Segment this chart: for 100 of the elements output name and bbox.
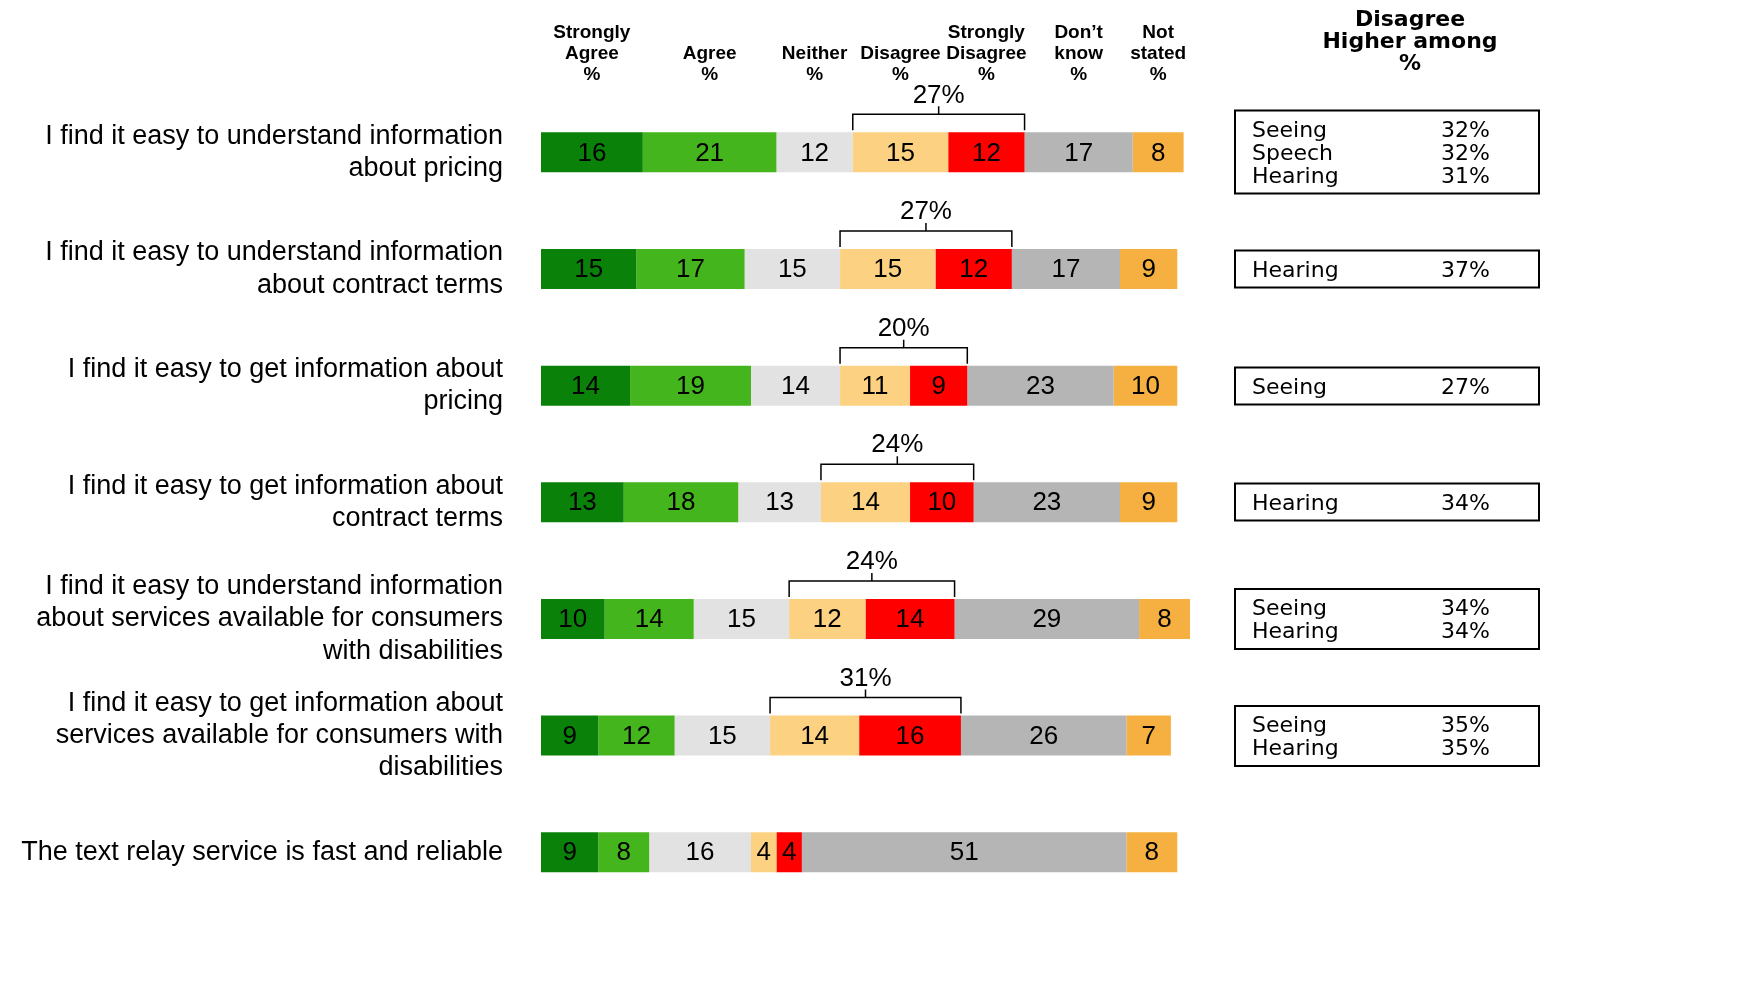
bar: [541, 132, 643, 173]
bar: [623, 482, 739, 523]
y-tick-label: I find it easy to get information about services available for consumers with disabilities: [55, 686, 504, 782]
data-label: 21: [695, 136, 725, 167]
data-label: 13: [567, 486, 597, 517]
data-label: 14: [895, 603, 925, 634]
bar: [541, 598, 605, 639]
data-label: 9: [1141, 253, 1156, 284]
bar: [642, 132, 777, 173]
data-label: 16: [577, 136, 607, 167]
bar: [1113, 365, 1178, 406]
bar: [910, 365, 968, 406]
data-label: 26: [1029, 719, 1059, 750]
bar: [967, 365, 1114, 406]
data-label: 23: [1032, 486, 1062, 517]
data-label: 15: [886, 136, 915, 167]
data-label: 4: [756, 836, 771, 867]
data-label: 14: [571, 369, 600, 400]
data-label: 51: [949, 836, 979, 867]
text: Seeing 35% Hearing 35%: [1252, 711, 1490, 760]
bar: [770, 715, 860, 756]
bar: [1132, 132, 1184, 173]
y-tick-label: I find it easy to get information about pricing: [67, 352, 504, 416]
data-label: 8: [616, 836, 631, 867]
data-label: 12: [959, 253, 989, 284]
bar: [954, 598, 1140, 639]
data-label: 16: [895, 719, 925, 750]
bar: [630, 365, 751, 406]
data-label: 17: [676, 253, 705, 284]
data-label: 15: [777, 253, 807, 284]
data-label: 23: [1026, 369, 1055, 400]
text: Don’t know %: [1054, 21, 1104, 84]
bar: [636, 248, 745, 289]
text: Seeing 27%: [1252, 373, 1490, 399]
text: Seeing 34% Hearing 34%: [1252, 594, 1490, 643]
data-label: 15: [726, 603, 756, 634]
bar: [1011, 248, 1121, 289]
bar: [865, 598, 955, 639]
data-label: 18: [666, 486, 696, 517]
bar: [948, 132, 1025, 173]
bar: [649, 832, 751, 873]
data-label: 10: [1131, 369, 1160, 400]
data-label: 12: [621, 719, 651, 750]
bar: [1120, 482, 1178, 523]
data-label: 7: [1141, 719, 1156, 750]
bar: [1024, 132, 1133, 173]
bar: [789, 598, 866, 639]
text: Neither %: [781, 42, 848, 84]
bar: [604, 598, 694, 639]
data-label: 14: [800, 719, 830, 750]
data-label: 12: [971, 136, 1001, 167]
data-label: 12: [812, 603, 842, 634]
data-label: 15: [574, 253, 604, 284]
bar: [840, 365, 911, 406]
data-label: 16: [685, 836, 715, 867]
data-label: 29: [1032, 603, 1062, 634]
bar: [1126, 715, 1171, 756]
y-tick-label: I find it easy to understand information about contract terms: [45, 236, 503, 299]
data-label: 8: [1144, 836, 1160, 867]
bar: [910, 482, 974, 523]
bar: [960, 715, 1127, 756]
bar: [693, 598, 790, 639]
bar: [541, 832, 599, 873]
annotation: 27%: [899, 195, 952, 226]
bar: [840, 248, 936, 289]
data-label: 4: [781, 836, 797, 867]
y-tick-label: I find it easy to understand information about services available for consumers with disabilities: [36, 570, 503, 665]
data-label: 15: [873, 253, 903, 284]
data-label: 17: [1064, 136, 1094, 167]
bar: [776, 132, 853, 173]
text: Strongly Agree %: [553, 21, 631, 84]
bar: [541, 365, 631, 406]
data-label: 9: [562, 836, 577, 867]
bar: [1139, 598, 1190, 639]
bar: [598, 832, 650, 873]
bar: [852, 132, 949, 173]
data-label: 8: [1150, 136, 1166, 167]
bar: [820, 482, 911, 523]
text: Seeing 32% Speech 32% Hearing 31%: [1252, 116, 1490, 188]
bar: [738, 482, 821, 523]
annotation: 24%: [845, 545, 898, 576]
bar: [750, 365, 841, 406]
data-label: 19: [676, 369, 705, 400]
text: Disagree Higher among %: [1321, 6, 1499, 75]
data-label: 11: [861, 369, 889, 400]
bar: [1126, 832, 1178, 873]
bar: [674, 715, 771, 756]
y-tick-label: I find it easy to understand information about pricing: [45, 119, 503, 182]
data-label: 13: [765, 486, 795, 517]
data-label: 12: [800, 136, 830, 167]
bar: [598, 715, 675, 756]
data-label: 10: [927, 486, 957, 517]
data-label: 14: [851, 486, 880, 517]
bar: [935, 248, 1012, 289]
text: Agree %: [682, 42, 737, 84]
data-label: 8: [1157, 603, 1172, 634]
annotation: 24%: [871, 428, 924, 459]
data-label: 14: [634, 603, 664, 634]
bar: [541, 482, 624, 523]
bar: [859, 715, 961, 756]
